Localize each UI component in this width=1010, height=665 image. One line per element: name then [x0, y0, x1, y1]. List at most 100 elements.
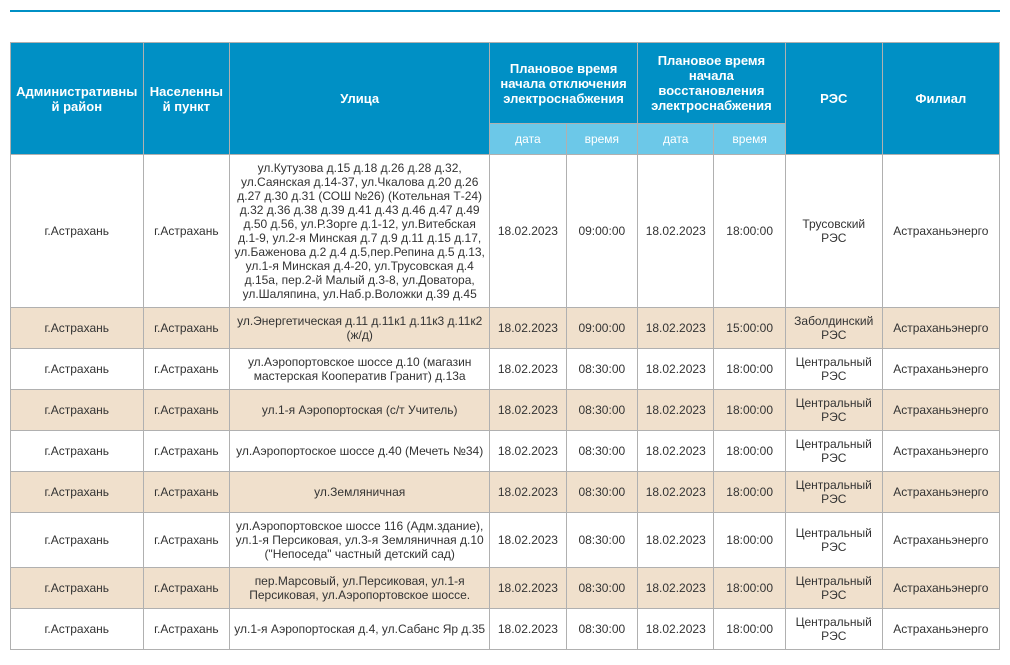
cell-res: Трусовский РЭС — [785, 155, 882, 308]
cell-branch: Астраханьэнерго — [882, 513, 999, 568]
table-row: г.Астраханьг.Астраханьул.1-я Аэропортоск… — [11, 390, 1000, 431]
col-on-date: дата — [638, 124, 714, 155]
cell-off-date: 18.02.2023 — [490, 155, 566, 308]
cell-on-date: 18.02.2023 — [638, 155, 714, 308]
col-on-time: время — [714, 124, 785, 155]
cell-district: г.Астрахань — [11, 513, 144, 568]
table-row: г.Астраханьг.Астраханьпер.Марсовый, ул.П… — [11, 568, 1000, 609]
cell-street: ул.1-я Аэропортоская (с/т Учитель) — [230, 390, 490, 431]
table-row: г.Астраханьг.Астраханьул.Аэропортовское … — [11, 513, 1000, 568]
cell-on-date: 18.02.2023 — [638, 349, 714, 390]
cell-res: Центральный РЭС — [785, 390, 882, 431]
cell-off-time: 08:30:00 — [566, 472, 637, 513]
cell-city: г.Астрахань — [143, 472, 230, 513]
cell-off-date: 18.02.2023 — [490, 349, 566, 390]
cell-on-date: 18.02.2023 — [638, 472, 714, 513]
cell-district: г.Астрахань — [11, 390, 144, 431]
cell-city: г.Астрахань — [143, 349, 230, 390]
table-row: г.Астраханьг.Астраханьул.Энергетическая … — [11, 308, 1000, 349]
table-row: г.Астраханьг.Астраханьул.Кутузова д.15 д… — [11, 155, 1000, 308]
cell-branch: Астраханьэнерго — [882, 308, 999, 349]
col-on: Плановое время начала восстановления эле… — [638, 43, 786, 124]
cell-city: г.Астрахань — [143, 513, 230, 568]
cell-off-time: 09:00:00 — [566, 155, 637, 308]
table-row: г.Астраханьг.Астраханьул.Аэропортоское ш… — [11, 431, 1000, 472]
cell-on-time: 18:00:00 — [714, 431, 785, 472]
cell-on-date: 18.02.2023 — [638, 308, 714, 349]
cell-street: пер.Марсовый, ул.Персиковая, ул.1-я Перс… — [230, 568, 490, 609]
cell-street: ул.1-я Аэропортоская д.4, ул.Сабанс Яр д… — [230, 609, 490, 650]
cell-on-date: 18.02.2023 — [638, 390, 714, 431]
col-res: РЭС — [785, 43, 882, 155]
col-city: Населенный пункт — [143, 43, 230, 155]
cell-off-time: 08:30:00 — [566, 431, 637, 472]
col-district: Административный район — [11, 43, 144, 155]
cell-off-time: 08:30:00 — [566, 568, 637, 609]
cell-street: ул.Энергетическая д.11 д.11к1 д.11к3 д.1… — [230, 308, 490, 349]
cell-res: Центральный РЭС — [785, 513, 882, 568]
cell-off-date: 18.02.2023 — [490, 431, 566, 472]
outage-table: Административный район Населенный пункт … — [10, 42, 1000, 650]
cell-street: ул.Земляничная — [230, 472, 490, 513]
cell-res: Центральный РЭС — [785, 609, 882, 650]
cell-city: г.Астрахань — [143, 308, 230, 349]
cell-district: г.Астрахань — [11, 568, 144, 609]
cell-on-time: 18:00:00 — [714, 155, 785, 308]
cell-off-date: 18.02.2023 — [490, 609, 566, 650]
cell-on-time: 18:00:00 — [714, 568, 785, 609]
cell-branch: Астраханьэнерго — [882, 609, 999, 650]
cell-on-time: 18:00:00 — [714, 609, 785, 650]
cell-street: ул.Аэропортовское шоссе 116 (Адм.здание)… — [230, 513, 490, 568]
cell-on-time: 18:00:00 — [714, 349, 785, 390]
cell-branch: Астраханьэнерго — [882, 431, 999, 472]
col-off-time: время — [566, 124, 637, 155]
cell-city: г.Астрахань — [143, 155, 230, 308]
cell-branch: Астраханьэнерго — [882, 390, 999, 431]
table-row: г.Астраханьг.Астраханьул.Аэропортовское … — [11, 349, 1000, 390]
cell-on-time: 15:00:00 — [714, 308, 785, 349]
cell-off-time: 08:30:00 — [566, 390, 637, 431]
cell-street: ул.Кутузова д.15 д.18 д.26 д.28 д.32, ул… — [230, 155, 490, 308]
cell-off-time: 08:30:00 — [566, 513, 637, 568]
table-body: г.Астраханьг.Астраханьул.Кутузова д.15 д… — [11, 155, 1000, 650]
table-row: г.Астраханьг.Астраханьул.1-я Аэропортоск… — [11, 609, 1000, 650]
cell-district: г.Астрахань — [11, 609, 144, 650]
cell-district: г.Астрахань — [11, 308, 144, 349]
cell-branch: Астраханьэнерго — [882, 349, 999, 390]
cell-district: г.Астрахань — [11, 349, 144, 390]
cell-on-date: 18.02.2023 — [638, 431, 714, 472]
cell-res: Заболдинский РЭС — [785, 308, 882, 349]
cell-off-date: 18.02.2023 — [490, 390, 566, 431]
cell-on-time: 18:00:00 — [714, 390, 785, 431]
cell-street: ул.Аэропортоское шоссе д.40 (Мечеть №34) — [230, 431, 490, 472]
cell-branch: Астраханьэнерго — [882, 568, 999, 609]
cell-res: Центральный РЭС — [785, 349, 882, 390]
cell-res: Центральный РЭС — [785, 472, 882, 513]
cell-on-time: 18:00:00 — [714, 513, 785, 568]
cell-branch: Астраханьэнерго — [882, 472, 999, 513]
cell-city: г.Астрахань — [143, 609, 230, 650]
cell-district: г.Астрахань — [11, 155, 144, 308]
header-row-main: Административный район Населенный пункт … — [11, 43, 1000, 124]
cell-off-time: 08:30:00 — [566, 609, 637, 650]
col-street: Улица — [230, 43, 490, 155]
cell-on-date: 18.02.2023 — [638, 568, 714, 609]
col-off: Плановое время начала отключения электро… — [490, 43, 638, 124]
cell-city: г.Астрахань — [143, 431, 230, 472]
cell-district: г.Астрахань — [11, 431, 144, 472]
cell-off-date: 18.02.2023 — [490, 308, 566, 349]
cell-res: Центральный РЭС — [785, 568, 882, 609]
cell-city: г.Астрахань — [143, 568, 230, 609]
table-row: г.Астраханьг.Астраханьул.Земляничная18.0… — [11, 472, 1000, 513]
cell-on-date: 18.02.2023 — [638, 513, 714, 568]
cell-on-date: 18.02.2023 — [638, 609, 714, 650]
cell-off-date: 18.02.2023 — [490, 472, 566, 513]
cell-branch: Астраханьэнерго — [882, 155, 999, 308]
col-branch: Филиал — [882, 43, 999, 155]
cell-off-time: 09:00:00 — [566, 308, 637, 349]
cell-off-date: 18.02.2023 — [490, 568, 566, 609]
cell-on-time: 18:00:00 — [714, 472, 785, 513]
cell-city: г.Астрахань — [143, 390, 230, 431]
cell-district: г.Астрахань — [11, 472, 144, 513]
cell-street: ул.Аэропортовское шоссе д.10 (магазин ма… — [230, 349, 490, 390]
